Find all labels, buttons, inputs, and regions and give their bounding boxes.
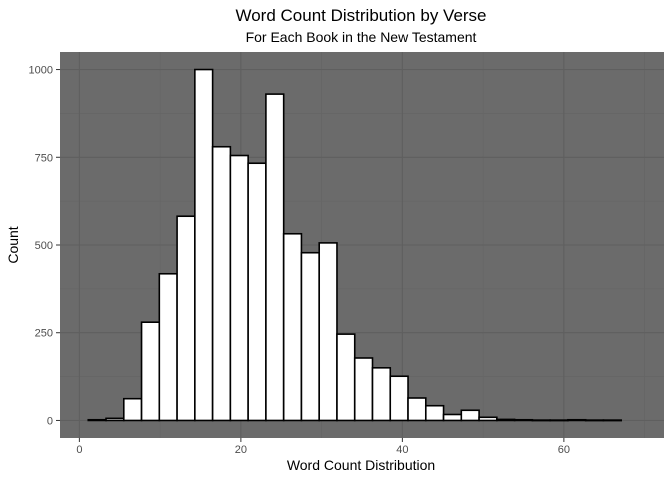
- y-tick-label: 250: [35, 328, 53, 340]
- histogram-bar: [158, 272, 178, 422]
- histogram-bar: [549, 419, 569, 422]
- chart-subtitle: For Each Book in the New Testament: [246, 29, 477, 45]
- y-axis-ticks: 0 250 500 750 1000: [29, 65, 60, 427]
- histogram-bar: [567, 418, 587, 422]
- histogram-bar: [122, 397, 143, 422]
- x-axis-ticks: 0 20 40 60: [76, 438, 570, 456]
- histogram-bars: [87, 68, 623, 422]
- histogram-bar: [584, 419, 605, 422]
- histogram-bar: [194, 68, 214, 422]
- histogram-bar: [300, 251, 321, 422]
- histogram-bar: [176, 215, 196, 422]
- x-tick-label: 20: [235, 444, 247, 456]
- chart-title: Word Count Distribution by Verse: [235, 6, 486, 25]
- histogram-bar: [371, 367, 392, 422]
- histogram-bar: [247, 162, 267, 422]
- histogram-bar: [602, 419, 623, 422]
- histogram-bar: [496, 418, 516, 422]
- histogram-bar: [105, 417, 125, 422]
- histogram-bar: [442, 413, 463, 422]
- histogram-bar: [353, 357, 374, 422]
- histogram-bar: [265, 93, 285, 422]
- histogram-bar: [513, 418, 534, 422]
- histogram-bar: [478, 416, 498, 422]
- y-tick-label: 500: [35, 240, 53, 252]
- histogram-bar: [140, 321, 161, 422]
- x-axis-title: Word Count Distribution: [287, 457, 435, 473]
- histogram-bar: [318, 242, 338, 422]
- x-tick-label: 0: [76, 444, 82, 456]
- histogram-bar: [460, 409, 480, 422]
- histogram-bar: [87, 418, 107, 422]
- histogram-bar: [229, 154, 249, 422]
- y-tick-label: 1000: [29, 65, 53, 77]
- y-tick-label: 750: [35, 152, 53, 164]
- histogram-bar: [424, 404, 445, 422]
- x-tick-label: 60: [558, 444, 570, 456]
- x-tick-label: 40: [396, 444, 408, 456]
- histogram-bar: [211, 145, 232, 422]
- histogram-bar: [407, 397, 427, 422]
- y-axis-title: Count: [5, 226, 21, 263]
- histogram-bar: [531, 419, 551, 422]
- histogram-bar: [282, 232, 303, 422]
- y-tick-label: 0: [47, 415, 53, 427]
- histogram-bar: [389, 375, 409, 422]
- histogram-bar: [336, 333, 356, 422]
